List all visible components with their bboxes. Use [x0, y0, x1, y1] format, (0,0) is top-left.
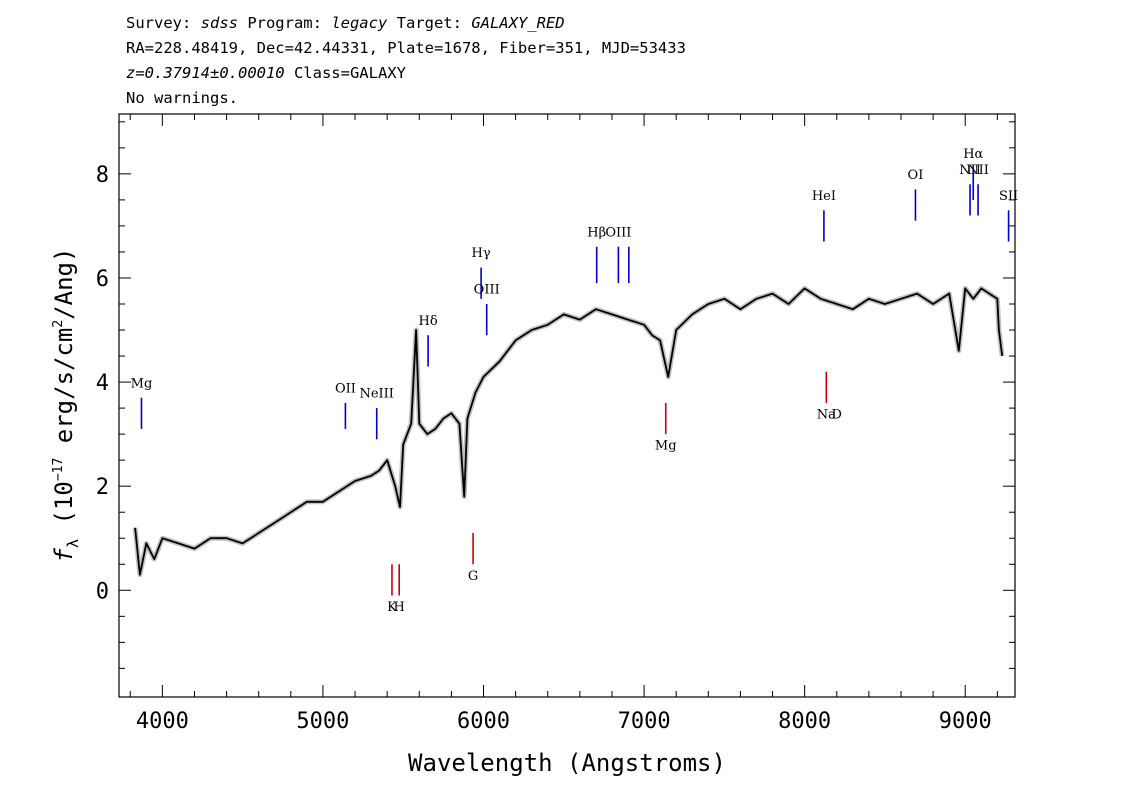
- x-tick-label-0: 4000: [136, 709, 189, 734]
- absorption-line-label-0: K: [387, 600, 397, 615]
- survey-prefix: Survey:: [126, 14, 201, 32]
- emission-line-label-7: OIII: [605, 225, 631, 240]
- y-axis-text1: (10: [50, 481, 78, 539]
- emission-line-label-0: Mg: [131, 376, 153, 391]
- y-axis-exp2: 2: [51, 320, 66, 328]
- emission-line-label-10: OI: [908, 168, 924, 183]
- emission-line-label-6: Hβ: [587, 225, 606, 240]
- y-tick-label-2: 4: [96, 371, 109, 396]
- series-layer: [132, 285, 1005, 578]
- emission-line-label-13: NII: [967, 163, 989, 178]
- x-tick-label-3: 7000: [618, 709, 671, 734]
- plot-frame: [118, 113, 1016, 698]
- y-tick-label-4: 8: [96, 163, 109, 188]
- emission-line-label-4: Hγ: [472, 246, 491, 261]
- y-axis-exp1: −17: [51, 458, 66, 481]
- emission-line-label-11: NII: [959, 163, 981, 178]
- y-tick-label-3: 6: [96, 267, 109, 292]
- y-tick-label-1: 2: [96, 475, 109, 500]
- absorption-line-label-1: H: [394, 600, 405, 615]
- survey-value: sdss: [201, 14, 238, 32]
- header-line-4: No warnings.: [126, 89, 238, 107]
- absorption-line-label-4: Na: [817, 408, 836, 423]
- x-tick-label-1: 5000: [296, 709, 349, 734]
- y-tick-label-0: 0: [96, 579, 109, 604]
- ticks-layer: 4000 5000 6000 7000 8000 9000 0 2 4 6 8: [96, 114, 1015, 734]
- x-tick-label-5: 9000: [939, 709, 992, 734]
- series-flux: [134, 287, 1004, 576]
- y-axis-title: fλ (10−17 erg/s/cm2/Ang): [50, 248, 82, 563]
- y-axis-sub: λ: [64, 539, 82, 548]
- program-prefix: Program:: [238, 14, 331, 32]
- absorption-line-label-3: Mg: [655, 439, 677, 454]
- y-axis-text3: /Ang): [50, 248, 78, 320]
- header-line-3: z=0.37914±0.00010 Class=GALAXY: [126, 64, 407, 82]
- emission-line-label-3: Hδ: [419, 314, 438, 329]
- y-axis-f: f: [50, 547, 78, 562]
- x-tick-label-4: 8000: [778, 709, 831, 734]
- emission-line-label-1: OII: [335, 381, 356, 396]
- emission-line-label-9: HeI: [812, 189, 836, 204]
- emission-line-label-2: NeIII: [359, 387, 393, 402]
- series-error-band: [132, 285, 1005, 578]
- class-value: Class=GALAXY: [285, 64, 407, 82]
- absorption-line-label-2: G: [468, 569, 478, 584]
- emission-line-label-5: OIII: [474, 283, 500, 298]
- redshift-value: z=0.37914±0.00010: [126, 64, 285, 82]
- emission-line-label-12: Hα: [963, 147, 983, 162]
- program-value: legacy: [331, 14, 388, 32]
- header-line-2: RA=228.48419, Dec=42.44331, Plate=1678, …: [126, 39, 686, 57]
- x-axis-title: Wavelength (Angstroms): [408, 749, 726, 777]
- y-axis-text2: erg/s/cm: [50, 328, 78, 458]
- header-line-1: Survey: sdss Program: legacy Target: GAL…: [126, 14, 565, 32]
- absorption-line-label-5: D: [832, 408, 842, 423]
- target-value: GALAXY_RED: [471, 14, 564, 32]
- target-prefix: Target:: [387, 14, 471, 32]
- x-tick-label-2: 6000: [457, 709, 510, 734]
